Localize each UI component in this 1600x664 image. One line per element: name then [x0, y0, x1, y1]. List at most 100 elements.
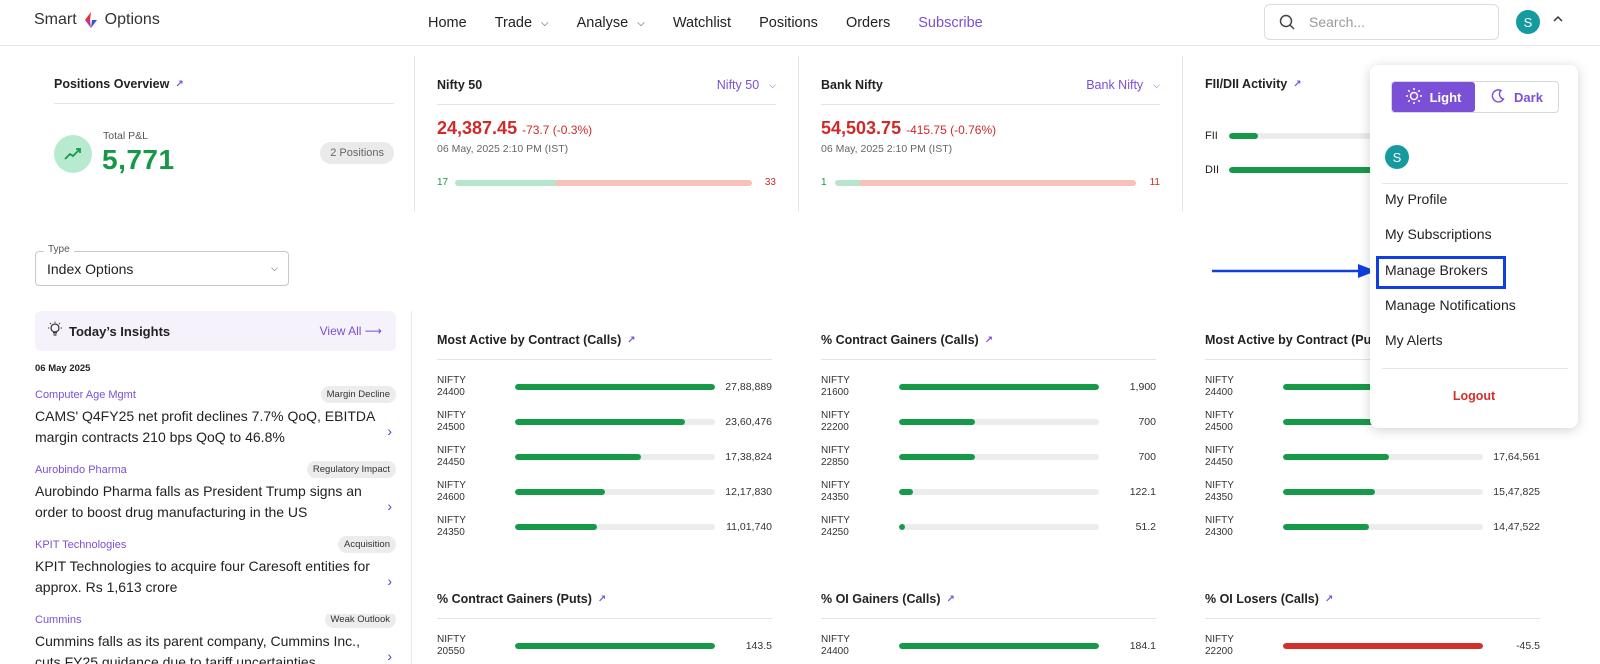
logo-text-left: Smart: [34, 11, 77, 28]
contract-name: NIFTY 24500: [1205, 410, 1283, 434]
banknifty-select-label: Bank Nifty: [1086, 78, 1144, 92]
banknifty-card: Bank Nifty Bank Nifty ⌵ 54,503.75 -415.75…: [821, 46, 1160, 214]
insight-item[interactable]: KPIT Technologies Acquisition KPIT Techn…: [35, 536, 396, 598]
insight-headline[interactable]: Aurobindo Pharma falls as President Trum…: [35, 483, 362, 520]
type-select-value: Index Options: [47, 261, 134, 277]
dii-label: DII: [1205, 164, 1220, 176]
divider: [411, 311, 412, 664]
list-row[interactable]: NIFTY 24250 51.2: [821, 509, 1156, 544]
contract-strike: 20550: [437, 645, 465, 657]
type-select[interactable]: Type Index Options ⌵: [35, 244, 289, 286]
nifty-declines: 33: [764, 177, 776, 188]
fii-bar-track: [1229, 133, 1375, 139]
list-title[interactable]: Most Active by Contract (Puts): [1205, 333, 1540, 347]
menu-item-my-profile[interactable]: My Profile: [1385, 191, 1448, 207]
insight-company[interactable]: Cummins: [35, 614, 82, 626]
insights-header: Today’s Insights View All ⟶: [35, 311, 396, 351]
list-row[interactable]: NIFTY 24450 17,38,824: [437, 439, 772, 474]
menu-item-my-alerts[interactable]: My Alerts: [1385, 332, 1443, 348]
dropdown-avatar: S: [1385, 145, 1409, 169]
insight-item[interactable]: Computer Age Mgmt Margin Decline CAMS' Q…: [35, 386, 396, 448]
list-row[interactable]: NIFTY 24600 12,17,830: [437, 474, 772, 509]
insight-item[interactable]: Aurobindo Pharma Regulatory Impact Aurob…: [35, 461, 396, 523]
nav-home-label: Home: [428, 15, 467, 31]
divider: [54, 103, 394, 104]
divider: [821, 359, 1156, 360]
nifty-index-select[interactable]: Nifty 50 ⌵: [717, 78, 776, 92]
list-row[interactable]: NIFTY 24350 15,47,825: [1205, 474, 1540, 509]
external-arrow-icon: ↗: [946, 593, 955, 605]
logo-text-right: Options: [104, 11, 160, 28]
nav-orders[interactable]: Orders: [846, 15, 890, 31]
menu-item-manage-notifications[interactable]: Manage Notifications: [1385, 297, 1516, 313]
list-row[interactable]: NIFTY 21600 1,900: [821, 369, 1156, 404]
nav-positions[interactable]: Positions: [759, 15, 818, 31]
list-row[interactable]: NIFTY 22200 700: [821, 404, 1156, 439]
list-contract-gainers-calls: % Contract Gainers (Calls) ↗ NIFTY 21600 1,…: [821, 333, 1156, 544]
bar-track: [899, 453, 1099, 460]
insight-headline[interactable]: CAMS' Q4FY25 net profit declines 7.7% Qo…: [35, 408, 375, 445]
list-row[interactable]: NIFTY 24400 184.1: [821, 628, 1156, 663]
theme-light-button[interactable]: Light: [1392, 82, 1475, 112]
list-title[interactable]: % OI Losers (Calls) ↗: [1205, 592, 1540, 606]
nifty-card: Nifty 50 Nifty 50 ⌵ 24,387.45 -73.7 (-0.3…: [437, 46, 776, 214]
logo[interactable]: Smart Options: [34, 11, 160, 29]
contract-strike: 22200: [1205, 645, 1233, 657]
insight-company[interactable]: Aurobindo Pharma: [35, 464, 127, 476]
bar-fill: [515, 488, 605, 495]
list-row[interactable]: NIFTY 24500 23,60,476: [437, 404, 772, 439]
bar-fill: [515, 418, 685, 425]
contract-name: NIFTY 24350: [821, 480, 899, 504]
bar-track: [1283, 523, 1483, 530]
list-row[interactable]: NIFTY 24350 11,01,740: [437, 509, 772, 544]
chevron-right-icon[interactable]: ›: [387, 423, 392, 439]
insight-company[interactable]: Computer Age Mgmt: [35, 389, 136, 401]
banknifty-index-select[interactable]: Bank Nifty ⌵: [1086, 78, 1160, 92]
nav-subscribe[interactable]: Subscribe: [918, 15, 982, 31]
list-row[interactable]: NIFTY 22850 700: [821, 439, 1156, 474]
advance-decline-bar: [835, 179, 1136, 186]
contract-name: NIFTY 24400: [437, 375, 515, 399]
insight-headline[interactable]: KPIT Technologies to acquire four Careso…: [35, 558, 370, 595]
theme-toggle: Light Dark: [1391, 81, 1559, 113]
user-avatar[interactable]: S: [1516, 10, 1540, 34]
list-title[interactable]: % Contract Gainers (Calls) ↗: [821, 333, 1156, 347]
chevron-right-icon[interactable]: ›: [387, 648, 392, 664]
insight-company[interactable]: KPIT Technologies: [35, 539, 127, 551]
nav-watchlist[interactable]: Watchlist: [673, 15, 731, 31]
menu-item-my-subscriptions[interactable]: My Subscriptions: [1385, 226, 1492, 242]
theme-dark-button[interactable]: Dark: [1475, 82, 1558, 112]
menu-item-manage-brokers[interactable]: Manage Brokers: [1385, 262, 1488, 278]
main-nav: Home Trade ⌵ Analyse ⌵ Watchlist Positions…: [428, 0, 1011, 46]
chevron-right-icon[interactable]: ›: [387, 498, 392, 514]
positions-count-badge[interactable]: 2 Positions: [320, 142, 394, 164]
sun-icon: [1405, 87, 1422, 107]
list-row[interactable]: NIFTY 24300 14,47,522: [1205, 509, 1540, 544]
list-row[interactable]: NIFTY 24350 122.1: [821, 474, 1156, 509]
list-title[interactable]: % OI Gainers (Calls) ↗: [821, 592, 1156, 606]
bar-track: [515, 383, 715, 390]
chevron-right-icon[interactable]: ›: [387, 573, 392, 589]
search-input[interactable]: Search...: [1309, 14, 1366, 30]
insight-headline[interactable]: Cummins falls as its parent company, Cum…: [35, 633, 360, 664]
row-value: -45.5: [1516, 639, 1540, 652]
list-row[interactable]: NIFTY 20550 143.5: [437, 628, 772, 663]
positions-overview-title[interactable]: Positions Overview ↗: [54, 77, 394, 91]
view-all-link[interactable]: View All ⟶: [320, 324, 382, 338]
list-row[interactable]: NIFTY 24400 27,88,889: [437, 369, 772, 404]
theme-light-label: Light: [1429, 89, 1462, 105]
search-box[interactable]: Search...: [1264, 4, 1499, 40]
nav-analyse[interactable]: Analyse ⌵: [577, 15, 645, 31]
nav-home[interactable]: Home: [428, 15, 467, 31]
logout-button[interactable]: Logout: [1452, 389, 1496, 403]
insight-item[interactable]: Cummins Weak Outlook Cummins falls as it…: [35, 614, 396, 664]
chevron-up-icon[interactable]: [1553, 14, 1563, 27]
list-title-text: % OI Losers (Calls): [1205, 592, 1319, 606]
list-title[interactable]: % Contract Gainers (Puts) ↗: [437, 592, 772, 606]
list-title[interactable]: Most Active by Contract (Calls) ↗: [437, 333, 772, 347]
fii-dii-title[interactable]: FII/DII Activity ↗: [1205, 77, 1375, 91]
list-row[interactable]: NIFTY 24450 17,64,561: [1205, 439, 1540, 474]
list-row[interactable]: NIFTY 22200 -45.5: [1205, 628, 1540, 663]
type-select-label: Type: [44, 244, 74, 255]
nav-trade[interactable]: Trade ⌵: [495, 15, 549, 31]
